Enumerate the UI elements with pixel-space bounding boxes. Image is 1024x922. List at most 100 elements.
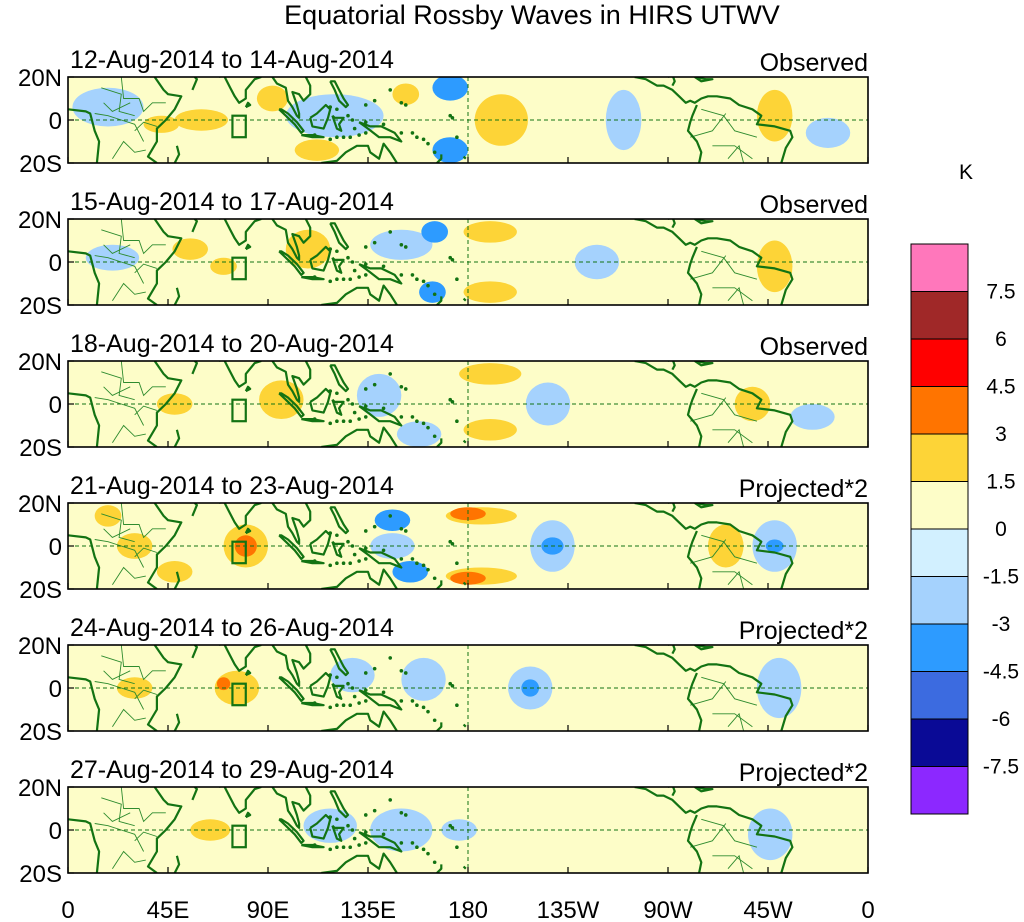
island [363,529,368,533]
island [363,813,368,817]
island [399,273,404,277]
island [312,133,317,137]
island [350,118,355,122]
island [341,703,346,707]
island [455,277,459,282]
island [348,845,353,849]
coastline [165,304,168,305]
island [357,701,361,705]
anomaly-cell [370,808,433,852]
island [421,705,426,710]
island [335,533,339,538]
island [350,828,355,832]
panel-tag: Projected*2 [739,475,868,503]
colorbar-swatch [910,243,969,292]
coastline [694,361,714,367]
island [328,673,333,677]
reference-box [231,256,247,281]
country-border [120,787,166,823]
anomaly-cell [765,539,784,553]
coastline [321,852,398,873]
coastline [301,701,325,707]
island [312,559,317,563]
island [388,88,393,92]
y-tick-label: 20N [18,775,62,802]
island [399,557,404,561]
colorbar-label: -3 [992,613,1011,636]
island [346,113,350,118]
country-border [727,854,745,873]
island [403,529,408,533]
country-border [103,386,131,396]
anomaly-cell [294,139,340,161]
country-border [727,286,745,305]
coastline [165,588,168,589]
coastline [309,387,332,414]
x-tick-label: 180 [448,897,488,922]
anomaly-cell [459,363,522,385]
colorbar-label: 1.5 [986,471,1015,494]
island [350,686,355,690]
coastline [219,645,262,672]
island [328,247,333,251]
coastline [331,256,345,274]
panel-date-range: 15-Aug-2014 to 17-Aug-2014 [70,188,394,216]
island [403,813,408,817]
coastline [634,219,794,305]
x-tick-label: 135E [340,897,396,922]
coastline [331,398,345,416]
island [421,847,426,852]
island [432,718,437,723]
anomaly-cell [756,657,802,719]
country-border [712,145,753,160]
colorbar-label: -7.5 [983,756,1019,779]
island [312,701,317,705]
island [335,135,339,139]
island [348,135,353,139]
coastline [173,855,181,873]
chart-title: Equatorial Rossby Waves in HIRS UTWV [284,0,780,30]
coastline [436,296,443,305]
anomaly-cell [748,808,793,861]
country-border [94,113,144,142]
coastline [146,361,183,447]
island [421,421,426,426]
island [350,402,355,406]
island [346,539,350,544]
island [335,391,339,396]
island [363,262,368,266]
panel-5: 20N 0 20S 24-Aug-2014 to 26-Aug-2014 Project… [18,614,869,746]
coastline [358,689,403,711]
country-border [112,708,146,727]
island [363,404,368,408]
coastline [68,676,101,731]
reference-box [231,398,247,423]
island [410,699,415,703]
coastline [244,527,252,535]
island [357,843,361,847]
anomaly-cell [285,94,384,138]
island [312,417,317,421]
anomaly-cell [256,85,289,112]
island [335,817,339,822]
island [410,557,415,561]
y-tick-label: 0 [49,108,62,135]
coastline [165,162,168,163]
panel-tag: Projected*2 [739,759,868,787]
island [363,688,368,692]
coastline [358,831,403,853]
y-tick-label: 20S [19,577,62,604]
island [388,798,393,802]
island [450,684,455,688]
country-border [690,539,727,564]
island [410,273,415,277]
y-tick-label: 20N [18,491,62,518]
island [372,666,377,671]
country-border [112,850,146,869]
island [399,385,404,389]
country-border [701,250,758,280]
coastline [668,361,676,371]
island [415,135,419,139]
colorbar-label: -4.5 [983,661,1019,684]
coastline [165,446,168,447]
